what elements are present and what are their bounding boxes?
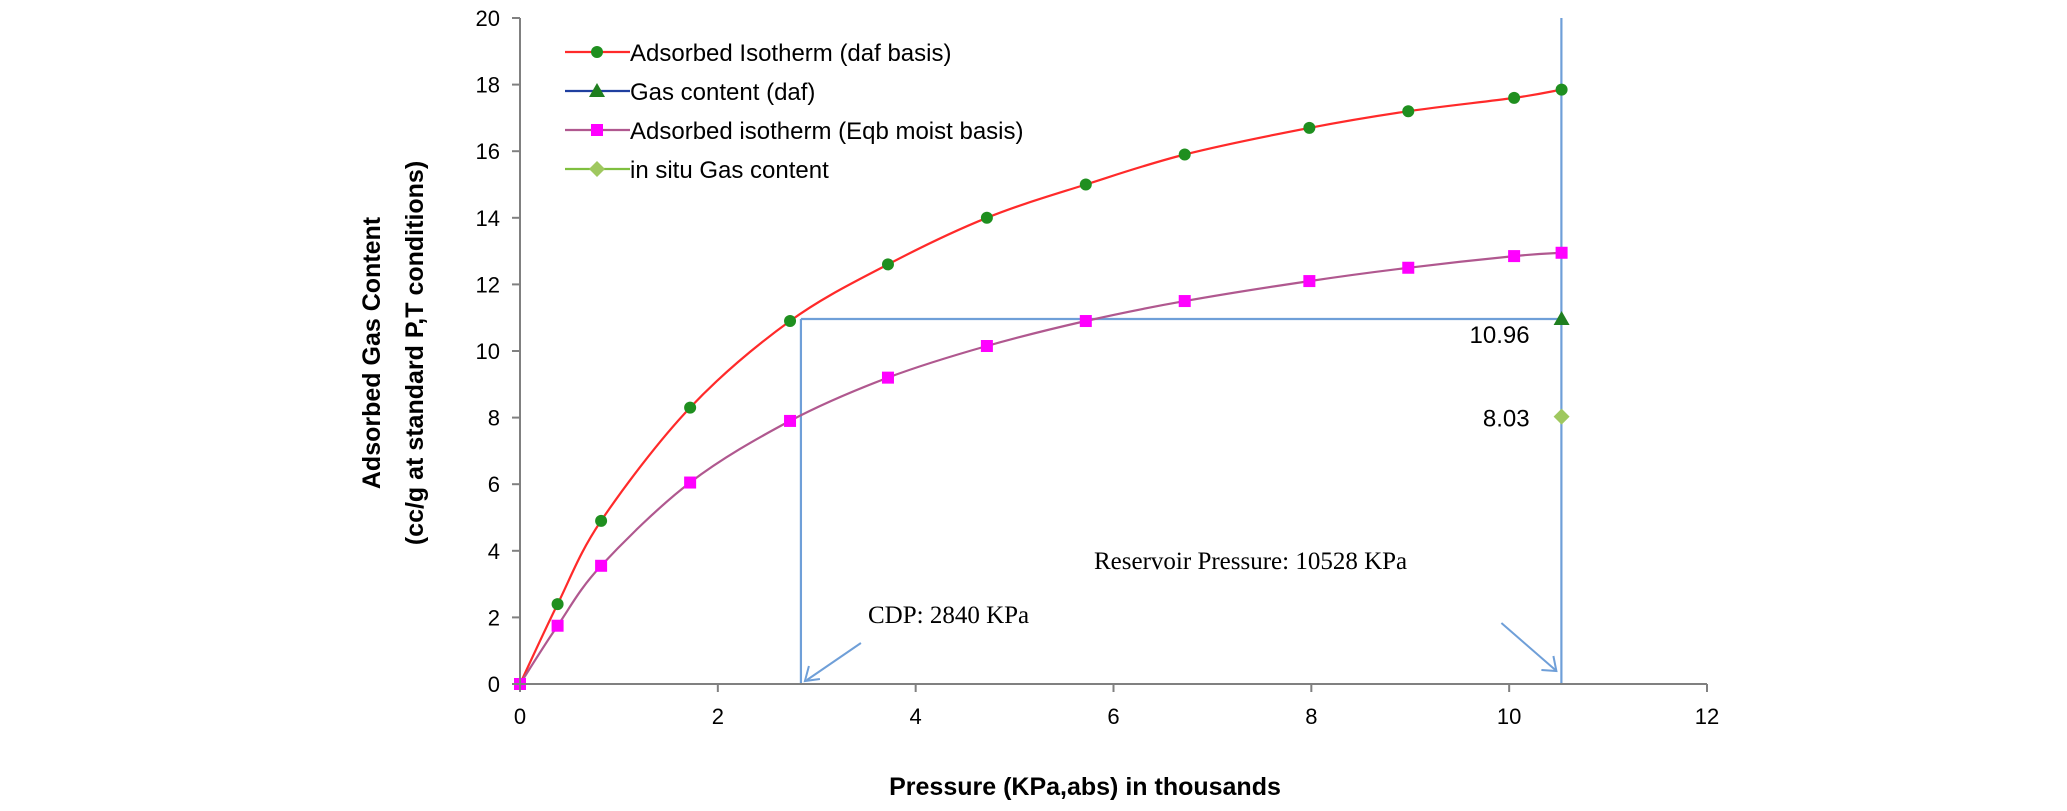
series-1-point-2 bbox=[551, 598, 564, 611]
cdp-annotation: CDP: 2840 KPa bbox=[868, 602, 1029, 629]
series-1-point-10 bbox=[1303, 121, 1316, 134]
y-tick-label-5: 8 bbox=[488, 406, 500, 431]
x-tick-label-5: 8 bbox=[1305, 704, 1317, 729]
data-labels-layer: 10.96 8.03 bbox=[1470, 322, 1530, 433]
y-tick-label-1: 0 bbox=[488, 672, 500, 697]
legend-marker-3 bbox=[591, 124, 603, 136]
y-tick-label-11: 20 bbox=[476, 6, 500, 31]
y-tick-label-4: 6 bbox=[488, 472, 500, 497]
series-4-point-1 bbox=[1553, 408, 1570, 425]
legend-item-3: Adsorbed isotherm (Eqb moist basis) bbox=[565, 118, 1024, 145]
y-tick-label-10: 18 bbox=[476, 73, 500, 98]
series-1-point-6 bbox=[881, 258, 894, 271]
y-tick-label-9: 16 bbox=[476, 139, 500, 164]
y-tick-label-2: 2 bbox=[488, 605, 500, 630]
legend-label-4: in situ Gas content bbox=[630, 157, 829, 184]
legend-label-3: Adsorbed isotherm (Eqb moist basis) bbox=[630, 118, 1024, 145]
series-3-point-6 bbox=[881, 371, 894, 384]
y-tick-label-6: 10 bbox=[476, 339, 500, 364]
cdp-arrow bbox=[806, 642, 862, 681]
series-3-point-7 bbox=[980, 340, 993, 353]
cdp-arrowhead bbox=[803, 665, 821, 683]
legend-item-1: Adsorbed Isotherm (daf basis) bbox=[565, 40, 951, 67]
x-tick-label-4: 6 bbox=[1107, 704, 1119, 729]
x-tick-label-7: 12 bbox=[1695, 704, 1719, 729]
series-1-point-4 bbox=[684, 401, 697, 414]
series-3-point-11 bbox=[1402, 261, 1415, 274]
data-label-1: 10.96 bbox=[1470, 322, 1530, 349]
x-tick-label-2: 2 bbox=[712, 704, 724, 729]
legend: Adsorbed Isotherm (daf basis) Gas content… bbox=[565, 40, 1024, 184]
y-axis-title-line1: Adsorbed Gas Content bbox=[358, 216, 386, 489]
series-3-point-8 bbox=[1079, 315, 1092, 328]
x-tick-label-1: 0 bbox=[514, 704, 526, 729]
reservoir-pressure-annotation: Reservoir Pressure: 10528 KPa bbox=[1094, 548, 1407, 575]
series-1-point-9 bbox=[1178, 148, 1191, 161]
series-3-point-3 bbox=[595, 559, 608, 572]
series-1 bbox=[514, 83, 1568, 690]
series-1-point-3 bbox=[595, 514, 608, 527]
series-3-point-4 bbox=[684, 476, 697, 489]
y-axis-title-line2: (cc/g at standard P,T conditions) bbox=[401, 161, 429, 545]
y-tick-label-7: 12 bbox=[476, 272, 500, 297]
series-3-point-12 bbox=[1508, 250, 1521, 263]
reservoir-arrowhead bbox=[1541, 655, 1558, 673]
series-1-point-8 bbox=[1079, 178, 1092, 191]
series-1-point-11 bbox=[1402, 105, 1415, 118]
series-1-point-13 bbox=[1555, 83, 1568, 96]
reservoir-arrow bbox=[1500, 622, 1557, 671]
series-3-point-13 bbox=[1555, 246, 1568, 259]
series-1-point-12 bbox=[1508, 91, 1521, 104]
series-2-point-1 bbox=[1553, 311, 1570, 326]
x-tick-label-3: 4 bbox=[910, 704, 922, 729]
series-3 bbox=[514, 246, 1568, 690]
legend-marker-2 bbox=[589, 83, 605, 97]
series-layer bbox=[514, 83, 1570, 690]
series-3-point-5 bbox=[784, 414, 797, 427]
series-1-point-7 bbox=[980, 211, 993, 224]
series-1-point-5 bbox=[784, 315, 797, 328]
y-tick-label-3: 4 bbox=[488, 539, 500, 564]
legend-marker-4 bbox=[589, 161, 605, 177]
legend-label-2: Gas content (daf) bbox=[630, 79, 815, 106]
x-axis-title: Pressure (KPa,abs) in thousands bbox=[889, 773, 1281, 801]
series-2 bbox=[1553, 311, 1570, 326]
axes-layer: 0 2 4 6 8 10 12 0 2 4 6 8 10 12 14 16 18 20 bbox=[476, 6, 1720, 729]
legend-item-2: Gas content (daf) bbox=[565, 79, 815, 106]
x-tick-label-6: 10 bbox=[1497, 704, 1521, 729]
series-3-point-2 bbox=[551, 619, 564, 632]
legend-item-4: in situ Gas content bbox=[565, 157, 829, 184]
series-3-point-10 bbox=[1303, 275, 1316, 288]
legend-label-1: Adsorbed Isotherm (daf basis) bbox=[630, 40, 951, 67]
legend-marker-1 bbox=[591, 46, 603, 58]
y-tick-label-8: 14 bbox=[476, 206, 500, 231]
series-3-line bbox=[519, 251, 1562, 685]
series-4 bbox=[1553, 408, 1570, 425]
series-3-point-9 bbox=[1178, 295, 1191, 308]
data-label-2: 8.03 bbox=[1483, 406, 1530, 433]
reference-lines-layer bbox=[799, 18, 1563, 684]
